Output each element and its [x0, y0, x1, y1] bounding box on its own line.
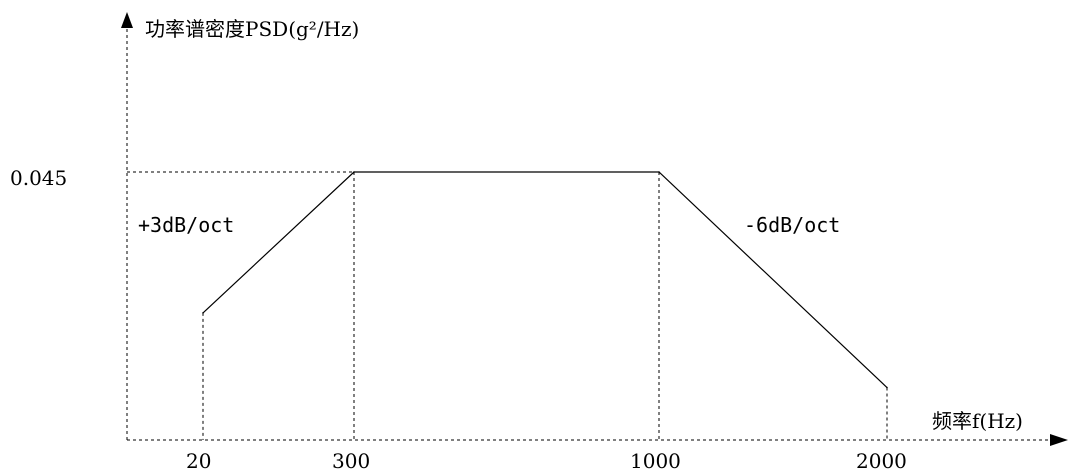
data-point: [202, 312, 204, 314]
data-point: [886, 386, 888, 389]
x-axis-arrow-icon: [1050, 434, 1068, 446]
x-axis-label: 频率f(Hz): [932, 409, 1023, 433]
slope-annotation-fall: -6dB/oct: [744, 213, 840, 237]
slope-annotation-rise: +3dB/oct: [138, 213, 234, 237]
y-axis-label: 功率谱密度PSD(g²/Hz): [145, 17, 359, 41]
x-tick-label: 20: [186, 449, 211, 470]
y-axis-arrow-icon: [121, 12, 133, 28]
x-tick-label: 2000: [856, 449, 907, 470]
x-tick-label: 300: [332, 449, 370, 470]
data-point: [658, 171, 660, 173]
data-point: [353, 171, 355, 173]
psd-profile-line: [202, 171, 888, 388]
chart-marks: [127, 171, 888, 440]
y-tick-label: 0.045: [10, 166, 67, 190]
x-tick-label: 1000: [630, 449, 681, 470]
